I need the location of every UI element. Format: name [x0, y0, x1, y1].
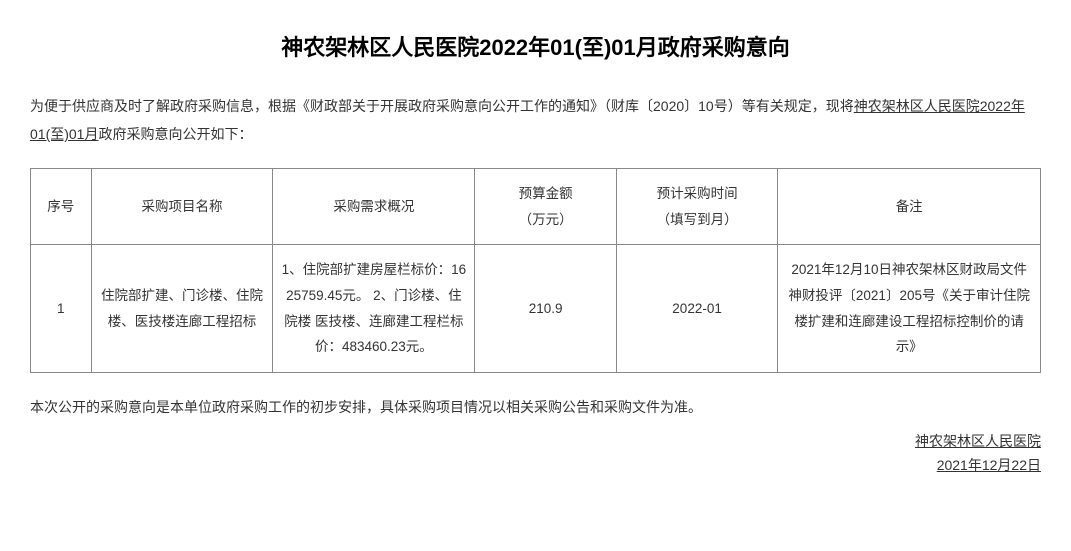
- col-header-req: 采购需求概况: [273, 169, 475, 245]
- page-title: 神农架林区人民医院2022年01(至)01月政府采购意向: [30, 30, 1041, 62]
- footnote: 本次公开的采购意向是本单位政府采购工作的初步安排，具体采购项目情况以相关采购公告…: [30, 393, 1041, 421]
- cell-note: 2021年12月10日神农架林区财政局文件 神财投评〔2021〕205号《关于审…: [778, 245, 1041, 373]
- intro-text-1: 为便于供应商及时了解政府采购信息，根据《财政部关于开展政府采购意向公开工作的通知…: [30, 98, 854, 114]
- cell-req: 1、住院部扩建房屋栏标价：1625759.45元。 2、门诊楼、住院楼 医技楼、…: [273, 245, 475, 373]
- col-header-note: 备注: [778, 169, 1041, 245]
- intro-paragraph: 为便于供应商及时了解政府采购信息，根据《财政部关于开展政府采购意向公开工作的通知…: [30, 92, 1041, 148]
- cell-budget: 210.9: [475, 245, 616, 373]
- col-header-name: 采购项目名称: [91, 169, 273, 245]
- signature-block: 神农架林区人民医院 2021年12月22日: [30, 427, 1041, 475]
- col-header-budget: 预算金额（万元）: [475, 169, 616, 245]
- table-header-row: 序号 采购项目名称 采购需求概况 预算金额（万元） 预计采购时间（填写到月） 备…: [31, 169, 1041, 245]
- intro-text-2: 政府采购意向公开如下：: [98, 126, 252, 142]
- cell-time: 2022-01: [616, 245, 778, 373]
- col-header-seq: 序号: [31, 169, 92, 245]
- procurement-table: 序号 采购项目名称 采购需求概况 预算金额（万元） 预计采购时间（填写到月） 备…: [30, 168, 1041, 373]
- col-header-time: 预计采购时间（填写到月）: [616, 169, 778, 245]
- signature-org: 神农架林区人民医院: [915, 431, 1041, 451]
- cell-name: 住院部扩建、门诊楼、住院楼、医技楼连廊工程招标: [91, 245, 273, 373]
- table-row: 1 住院部扩建、门诊楼、住院楼、医技楼连廊工程招标 1、住院部扩建房屋栏标价：1…: [31, 245, 1041, 373]
- cell-seq: 1: [31, 245, 92, 373]
- signature-date: 2021年12月22日: [937, 455, 1041, 475]
